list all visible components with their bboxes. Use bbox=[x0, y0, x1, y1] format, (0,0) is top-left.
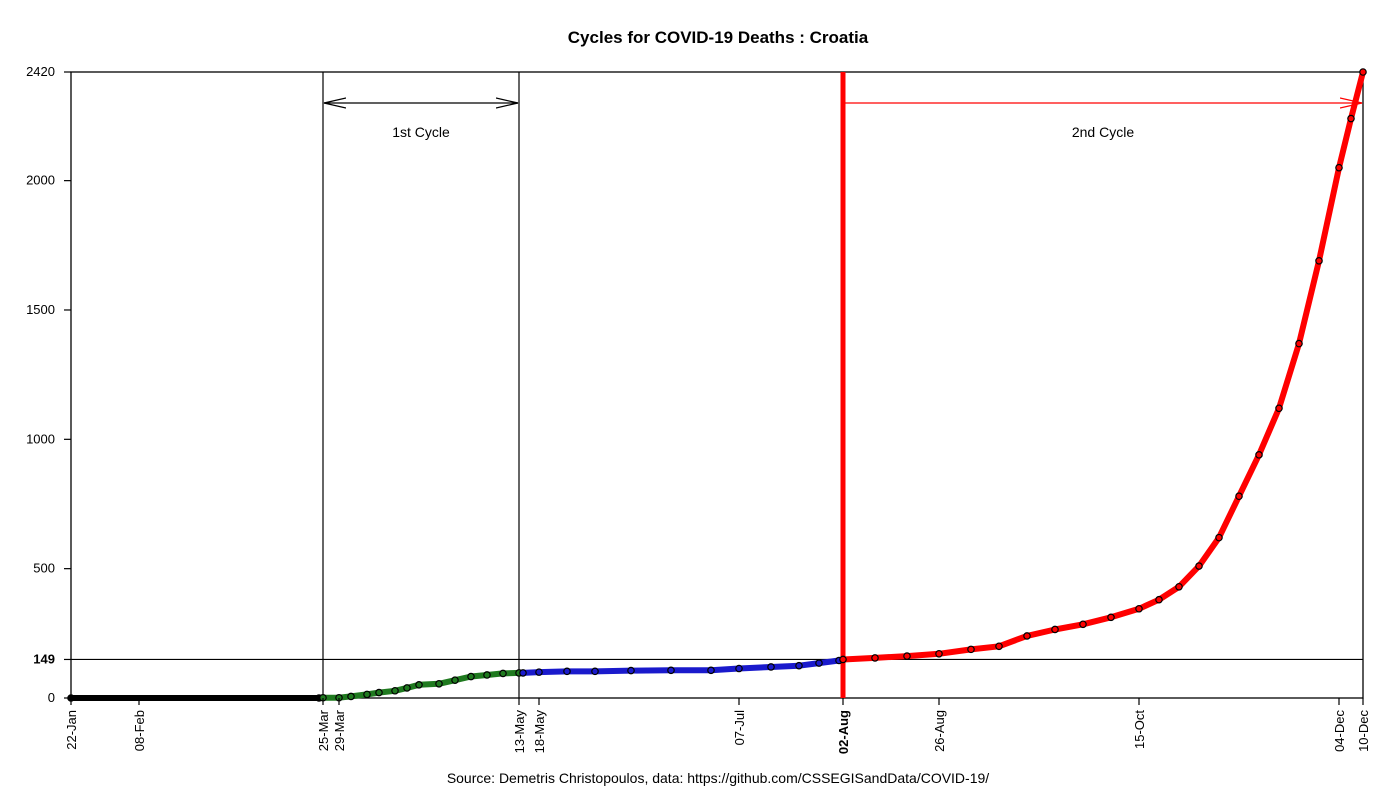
x-tick-label: 26-Aug bbox=[932, 710, 947, 752]
x-tick-label: 18-May bbox=[532, 710, 547, 754]
data-point bbox=[1107, 613, 1115, 622]
x-tick-label: 13-May bbox=[512, 710, 527, 754]
x-tick-label: 22-Jan bbox=[64, 710, 79, 750]
cycle-label: 1st Cycle bbox=[392, 124, 450, 140]
y-tick-label: 2420 bbox=[26, 64, 55, 79]
data-point bbox=[435, 679, 443, 688]
x-tick-label: 29-Mar bbox=[332, 709, 347, 751]
x-tick-label: 07-Jul bbox=[732, 710, 747, 746]
y-tick-label: 149 bbox=[33, 651, 55, 666]
chart-title: Cycles for COVID-19 Deaths : Croatia bbox=[568, 28, 869, 47]
data-point bbox=[1195, 562, 1203, 570]
chart-source: Source: Demetris Christopoulos, data: ht… bbox=[447, 770, 989, 786]
y-tick-label: 1500 bbox=[26, 302, 55, 317]
data-point bbox=[415, 681, 423, 689]
data-point bbox=[403, 684, 411, 692]
data-point bbox=[903, 652, 911, 660]
data-point bbox=[627, 666, 635, 675]
x-tick-label: 04-Dec bbox=[1332, 710, 1347, 752]
data-point bbox=[1359, 68, 1367, 76]
cycle-label: 2nd Cycle bbox=[1072, 124, 1134, 140]
data-point bbox=[735, 664, 743, 673]
data-point bbox=[1315, 257, 1323, 265]
plot-frame bbox=[70, 71, 1364, 699]
plot-area: 1st Cycle 2nd Cycle 0 149 500 1000 1500 2000 242… bbox=[26, 64, 1371, 754]
data-point bbox=[767, 663, 775, 671]
data-point bbox=[1079, 620, 1087, 629]
data-point bbox=[935, 649, 943, 658]
data-point bbox=[1155, 595, 1163, 604]
x-tick-label: 08-Feb bbox=[132, 710, 147, 751]
data-point bbox=[591, 667, 599, 676]
data-point bbox=[1295, 339, 1303, 348]
data-point bbox=[1347, 114, 1355, 123]
x-tick-label: 10-Dec bbox=[1356, 710, 1371, 752]
y-tick-label: 500 bbox=[33, 561, 55, 576]
data-point bbox=[363, 690, 371, 699]
data-point bbox=[815, 659, 823, 667]
data-point bbox=[1335, 163, 1343, 172]
data-point bbox=[347, 692, 355, 701]
data-point bbox=[795, 661, 803, 670]
data-point bbox=[1235, 492, 1243, 501]
y-tick-label: 1000 bbox=[26, 431, 55, 446]
data-point bbox=[451, 676, 459, 684]
data-point bbox=[1255, 451, 1263, 459]
y-tick-label: 0 bbox=[48, 690, 55, 705]
data-point bbox=[375, 688, 383, 697]
data-point bbox=[467, 672, 475, 681]
data-point bbox=[839, 655, 847, 664]
series-line bbox=[840, 69, 1366, 663]
data-point bbox=[1135, 604, 1143, 613]
data-point bbox=[1275, 404, 1283, 413]
data-point bbox=[499, 669, 507, 678]
data-point bbox=[1175, 582, 1183, 591]
data-point bbox=[707, 666, 715, 675]
x-tick-label: 25-Mar bbox=[316, 709, 331, 751]
data-point bbox=[871, 654, 879, 662]
data-point bbox=[1023, 632, 1031, 640]
x-tick-label: 02-Aug bbox=[836, 710, 851, 754]
data-point bbox=[391, 686, 399, 695]
data-point bbox=[1215, 533, 1223, 542]
y-tick-label: 2000 bbox=[26, 173, 55, 188]
data-point bbox=[519, 669, 527, 677]
data-point bbox=[967, 645, 975, 654]
data-point bbox=[563, 667, 571, 676]
data-point bbox=[535, 668, 543, 676]
x-tick-label: 15-Oct bbox=[1132, 710, 1147, 749]
data-point bbox=[667, 666, 675, 675]
data-point bbox=[995, 642, 1003, 651]
data-point bbox=[483, 671, 491, 679]
data-point bbox=[1051, 625, 1059, 634]
